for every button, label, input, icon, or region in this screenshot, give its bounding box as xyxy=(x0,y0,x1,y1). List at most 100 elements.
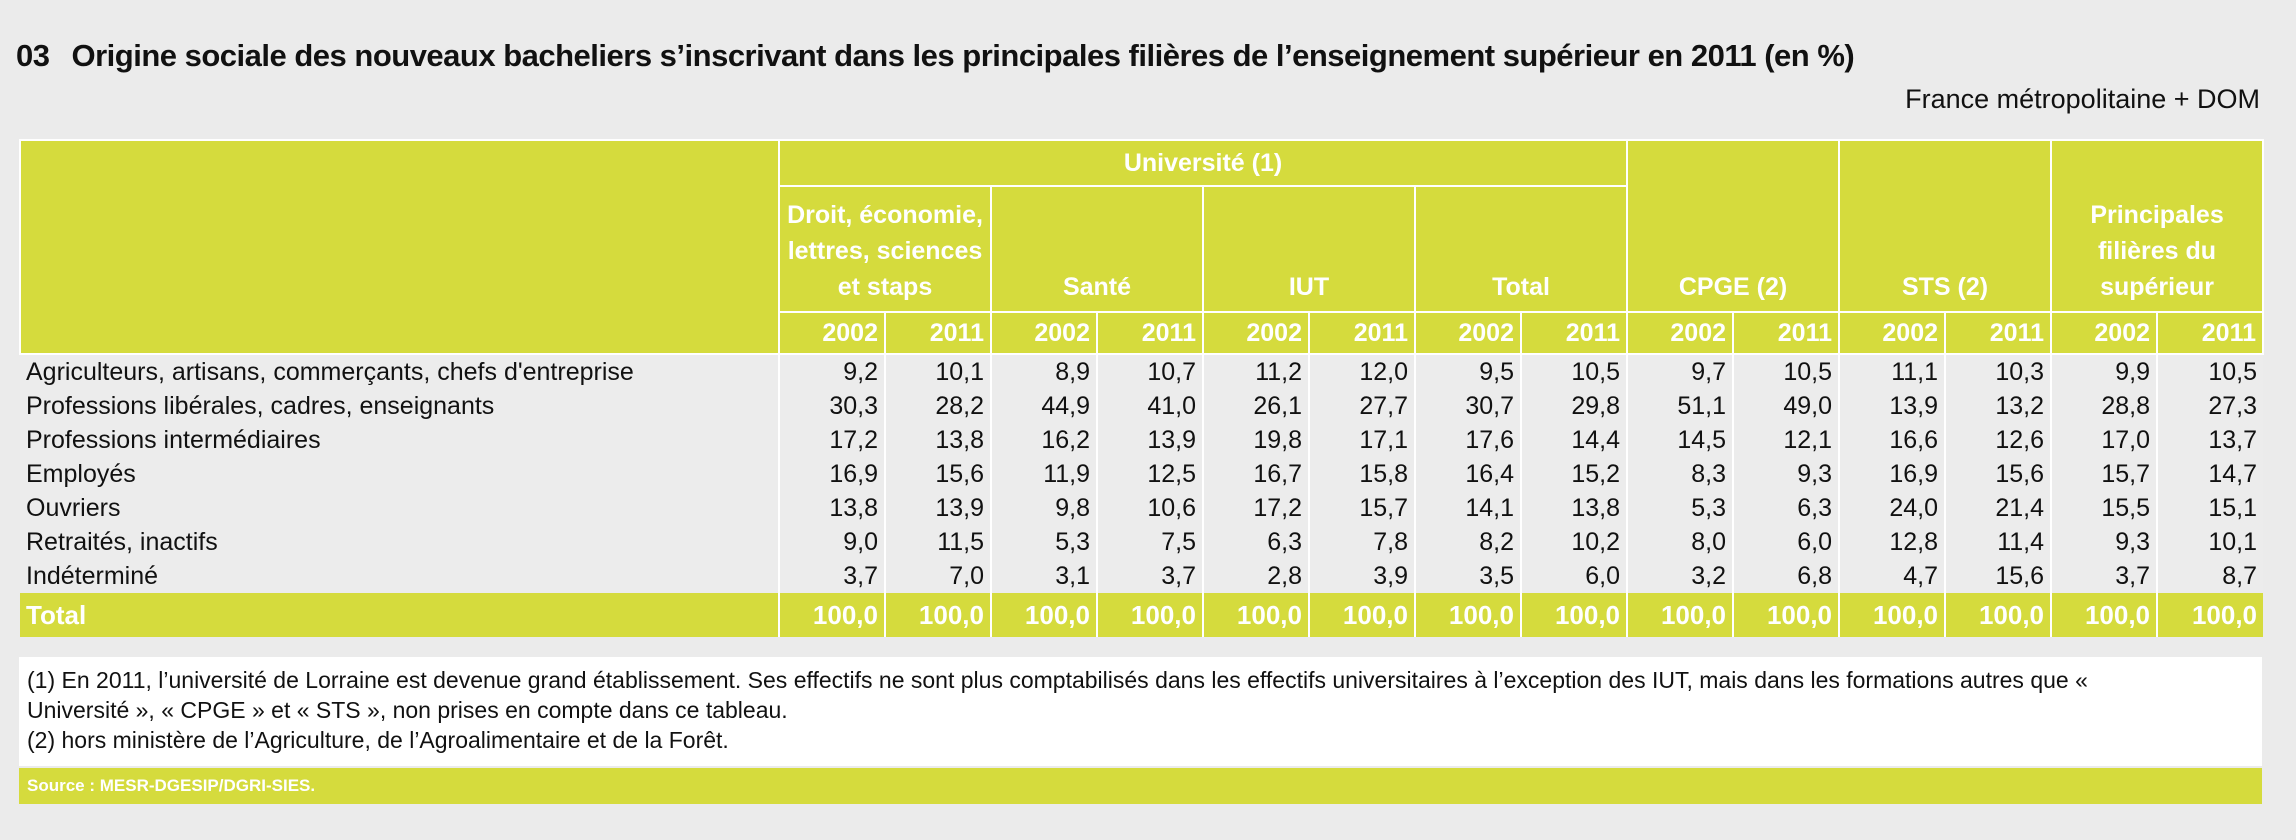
column-header: STS (2) xyxy=(1838,139,2053,313)
cell: 100,0 xyxy=(1096,593,1203,637)
row-label: Indéterminé xyxy=(20,559,779,593)
cell: 9,2 xyxy=(778,354,885,389)
notes: (1) En 2011, l’université de Lorraine es… xyxy=(19,657,2262,766)
cell: 9,7 xyxy=(1626,354,1734,389)
cell: 12,0 xyxy=(1308,354,1415,389)
cell: 12,8 xyxy=(1838,525,1946,559)
cell: 100,0 xyxy=(778,593,885,637)
cell: 12,5 xyxy=(1096,457,1203,491)
header-row: Droit, économie, lettres, sciences et st… xyxy=(20,185,2263,313)
cell: 9,5 xyxy=(1414,354,1521,389)
row-label: Retraités, inactifs xyxy=(20,525,779,559)
cell: 13,2 xyxy=(1944,389,2052,423)
data-row: Employés 16,9 15,6 11,9 12,5 16,7 15,8 16,4 15,2… xyxy=(20,457,2264,491)
year-header: 2011 xyxy=(1308,311,1416,355)
cell: 8,0 xyxy=(1626,525,1734,559)
cell: 49,0 xyxy=(1732,389,1840,423)
cell: 13,9 xyxy=(1838,389,1946,423)
cell: 9,0 xyxy=(778,525,885,559)
column-header: CPGE (2) xyxy=(1626,139,1841,313)
table-number: 03 xyxy=(16,38,50,73)
cell: 15,7 xyxy=(2050,457,2158,491)
column-header: Total xyxy=(1413,185,1629,313)
cell: 11,9 xyxy=(990,457,1097,491)
cell: 6,3 xyxy=(1732,491,1840,525)
year-header: 2002 xyxy=(1202,311,1310,355)
scope: France métropolitaine + DOM xyxy=(1905,84,2260,114)
cell: 26,1 xyxy=(1202,389,1309,423)
cell: 15,5 xyxy=(2050,491,2158,525)
cell: 30,3 xyxy=(778,389,885,423)
cell: 16,2 xyxy=(990,423,1097,457)
year-header: 2011 xyxy=(1096,311,1204,355)
note: (1) En 2011, l’université de Lorraine es… xyxy=(27,667,2088,723)
cell: 100,0 xyxy=(1202,593,1309,637)
cell: 21,4 xyxy=(1944,491,2052,525)
cell: 6,8 xyxy=(1732,559,1840,593)
cell: 15,6 xyxy=(1944,559,2052,593)
year-row: 2002 2011 2002 2011 2002 2011 2002 2011 2002 2011… xyxy=(20,311,2265,355)
cell: 9,9 xyxy=(2050,354,2158,389)
cell: 27,3 xyxy=(2156,389,2264,423)
cell: 10,3 xyxy=(1944,354,2052,389)
cell: 17,2 xyxy=(778,423,885,457)
cell: 27,7 xyxy=(1308,389,1415,423)
cell: 16,9 xyxy=(1838,457,1946,491)
cell: 16,6 xyxy=(1838,423,1946,457)
column-header: Droit, économie, lettres, sciences et st… xyxy=(778,185,992,313)
cell: 12,1 xyxy=(1732,423,1840,457)
total-row: Total 100,0 100,0 100,0 100,0 100,0 100,0 100,0… xyxy=(20,593,2264,637)
cell: 13,8 xyxy=(778,491,885,525)
cell: 8,9 xyxy=(990,354,1097,389)
cell: 17,6 xyxy=(1414,423,1521,457)
cell: 13,8 xyxy=(1519,491,1628,525)
cell: 7,0 xyxy=(884,559,991,593)
row-label: Agriculteurs, artisans, commerçants, che… xyxy=(20,354,779,389)
cell: 3,1 xyxy=(990,559,1097,593)
cell: 10,7 xyxy=(1096,354,1203,389)
cell: 15,1 xyxy=(2156,491,2264,525)
data-row: Agriculteurs, artisans, commerçants, che… xyxy=(20,354,2264,389)
column-header: Santé xyxy=(990,185,1204,313)
cell: 3,7 xyxy=(1096,559,1203,593)
cell: 13,9 xyxy=(1096,423,1203,457)
cell: 11,1 xyxy=(1838,354,1946,389)
cell: 2,8 xyxy=(1202,559,1309,593)
data-row: Ouvriers 13,8 13,9 9,8 10,6 17,2 15,7 14,1 13,8 5… xyxy=(20,491,2264,525)
cell: 3,7 xyxy=(2050,559,2158,593)
cell: 14,4 xyxy=(1519,423,1628,457)
cell: 100,0 xyxy=(1626,593,1734,637)
row-label: Ouvriers xyxy=(20,491,779,525)
cell: 6,3 xyxy=(1202,525,1309,559)
year-header: 2011 xyxy=(1732,311,1841,355)
cell: 24,0 xyxy=(1838,491,1946,525)
year-header: 2002 xyxy=(1838,311,1947,355)
cell: 10,2 xyxy=(1519,525,1628,559)
cell: 15,2 xyxy=(1519,457,1628,491)
data-row: Retraités, inactifs 9,0 11,5 5,3 7,5 6,3 7,8 8,… xyxy=(20,525,2264,559)
year-header: 2002 xyxy=(990,311,1098,355)
cell: 10,5 xyxy=(2156,354,2264,389)
cell: 11,5 xyxy=(884,525,991,559)
year-header: 2011 xyxy=(1944,311,2053,355)
cell: 100,0 xyxy=(1944,593,2052,637)
cell: 13,7 xyxy=(2156,423,2264,457)
year-header: 2011 xyxy=(2156,311,2265,355)
cell: 14,5 xyxy=(1626,423,1734,457)
data-row: Indéterminé 3,7 7,0 3,1 3,7 2,8 3,9 3,5 6,0 3,2 6,… xyxy=(20,559,2264,593)
cell: 100,0 xyxy=(1838,593,1946,637)
cell: 100,0 xyxy=(2050,593,2158,637)
column-header: Principales filières du supérieur xyxy=(2050,139,2265,313)
cell: 12,6 xyxy=(1944,423,2052,457)
cell: 11,4 xyxy=(1944,525,2052,559)
cell: 8,7 xyxy=(2156,559,2264,593)
group-header: Université (1) xyxy=(777,139,1629,187)
cell: 28,2 xyxy=(884,389,991,423)
row-label: Employés xyxy=(20,457,779,491)
cell: 3,2 xyxy=(1626,559,1734,593)
cell: 17,0 xyxy=(2050,423,2158,457)
cell: 100,0 xyxy=(2156,593,2264,637)
year-header: 2011 xyxy=(1519,311,1629,355)
cell: 100,0 xyxy=(1414,593,1521,637)
cell: 13,9 xyxy=(884,491,991,525)
